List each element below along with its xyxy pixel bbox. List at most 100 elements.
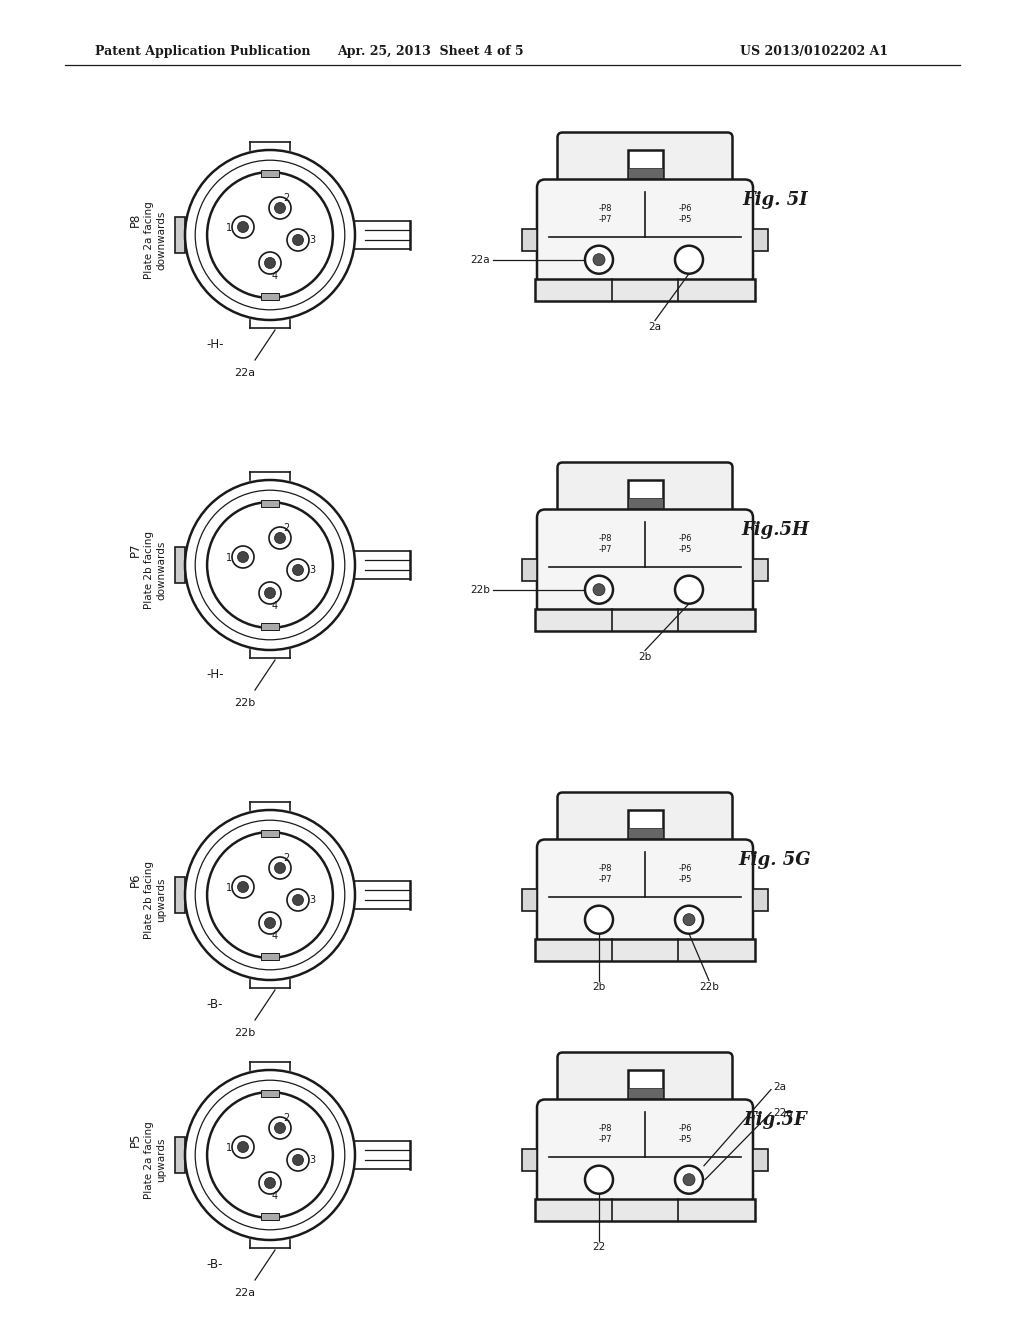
Circle shape (185, 810, 355, 979)
Bar (261, 170, 279, 177)
Circle shape (675, 246, 703, 273)
Text: 1: 1 (226, 1143, 232, 1152)
Bar (261, 953, 279, 960)
Circle shape (207, 172, 333, 298)
Bar (261, 623, 279, 630)
Text: -H-: -H- (206, 338, 224, 351)
Circle shape (264, 257, 275, 268)
Bar (175, 546, 185, 583)
Bar (628, 809, 663, 837)
Circle shape (238, 552, 249, 562)
Text: Plate 2a facing
upwards: Plate 2a facing upwards (143, 1121, 166, 1199)
Bar (261, 293, 279, 300)
Text: 22: 22 (592, 1242, 605, 1253)
Text: -P6
-P5: -P6 -P5 (678, 1125, 692, 1144)
Bar (628, 168, 663, 177)
Circle shape (593, 253, 605, 265)
Text: 4: 4 (272, 931, 279, 941)
Circle shape (585, 576, 613, 603)
Text: P6: P6 (128, 873, 141, 887)
Text: 4: 4 (272, 1191, 279, 1201)
Circle shape (264, 587, 275, 598)
Bar (522, 228, 537, 251)
Text: 22a: 22a (470, 255, 490, 265)
Text: 2b: 2b (592, 982, 605, 993)
Text: 22b: 22b (470, 585, 490, 595)
Circle shape (683, 913, 695, 925)
FancyBboxPatch shape (557, 1052, 732, 1118)
Circle shape (232, 1137, 254, 1158)
Text: 2: 2 (283, 523, 289, 533)
FancyBboxPatch shape (537, 510, 753, 620)
Text: Patent Application Publication: Patent Application Publication (95, 45, 310, 58)
FancyBboxPatch shape (557, 462, 732, 528)
Text: -P8
-P7: -P8 -P7 (598, 1125, 611, 1144)
Text: 2: 2 (283, 1113, 289, 1123)
Bar (628, 1088, 663, 1097)
Text: -B-: -B- (207, 1258, 223, 1271)
Text: Plate 2b facing
downwards: Plate 2b facing downwards (143, 531, 166, 609)
Bar (628, 828, 663, 837)
Circle shape (269, 1117, 291, 1139)
Bar (522, 888, 537, 911)
Bar (175, 876, 185, 913)
Text: 22a: 22a (234, 1288, 256, 1298)
Text: Plate 2a facing
downwards: Plate 2a facing downwards (143, 201, 166, 279)
Bar (535, 279, 755, 301)
Bar (535, 1199, 755, 1221)
Text: 2a: 2a (773, 1082, 786, 1093)
Text: 1: 1 (226, 883, 232, 894)
FancyBboxPatch shape (557, 132, 732, 198)
Text: 22b: 22b (234, 698, 256, 708)
Circle shape (259, 252, 281, 275)
Text: P7: P7 (128, 543, 141, 557)
Circle shape (287, 888, 309, 911)
Text: 1: 1 (226, 223, 232, 234)
Bar (261, 1213, 279, 1220)
Circle shape (293, 895, 303, 906)
Circle shape (675, 906, 703, 933)
Circle shape (293, 1155, 303, 1166)
Text: -P6
-P5: -P6 -P5 (678, 535, 692, 554)
Circle shape (232, 876, 254, 898)
Circle shape (593, 583, 605, 595)
Text: 22b: 22b (234, 1028, 256, 1038)
FancyBboxPatch shape (537, 1100, 753, 1210)
Text: 22b: 22b (699, 982, 719, 993)
Bar (753, 1148, 768, 1171)
Circle shape (675, 576, 703, 603)
Bar (535, 609, 755, 631)
Circle shape (185, 150, 355, 319)
Text: Plate 2b facing
upwards: Plate 2b facing upwards (143, 861, 166, 939)
Circle shape (274, 532, 286, 544)
Circle shape (585, 906, 613, 933)
Text: Fig.5H: Fig.5H (741, 521, 809, 539)
Text: -P8
-P7: -P8 -P7 (598, 865, 611, 884)
Bar (753, 228, 768, 251)
Bar (753, 888, 768, 911)
Circle shape (585, 1166, 613, 1193)
Text: P5: P5 (128, 1133, 141, 1147)
Circle shape (259, 582, 281, 605)
Bar (535, 939, 755, 961)
Circle shape (287, 1148, 309, 1171)
Bar (628, 149, 663, 177)
Circle shape (264, 1177, 275, 1188)
Bar (261, 1090, 279, 1097)
Circle shape (293, 565, 303, 576)
Text: -P8
-P7: -P8 -P7 (598, 535, 611, 554)
Text: Fig. 5G: Fig. 5G (738, 851, 811, 869)
Text: 3: 3 (309, 895, 315, 906)
Bar (522, 1148, 537, 1171)
Circle shape (207, 832, 333, 958)
Text: 2b: 2b (638, 652, 651, 663)
Bar (628, 1069, 663, 1097)
Text: 3: 3 (309, 1155, 315, 1166)
Text: 3: 3 (309, 565, 315, 576)
Text: 1: 1 (226, 553, 232, 564)
Text: 3: 3 (309, 235, 315, 246)
Bar (175, 216, 185, 253)
Circle shape (232, 546, 254, 568)
Circle shape (585, 246, 613, 273)
Circle shape (238, 1142, 249, 1152)
